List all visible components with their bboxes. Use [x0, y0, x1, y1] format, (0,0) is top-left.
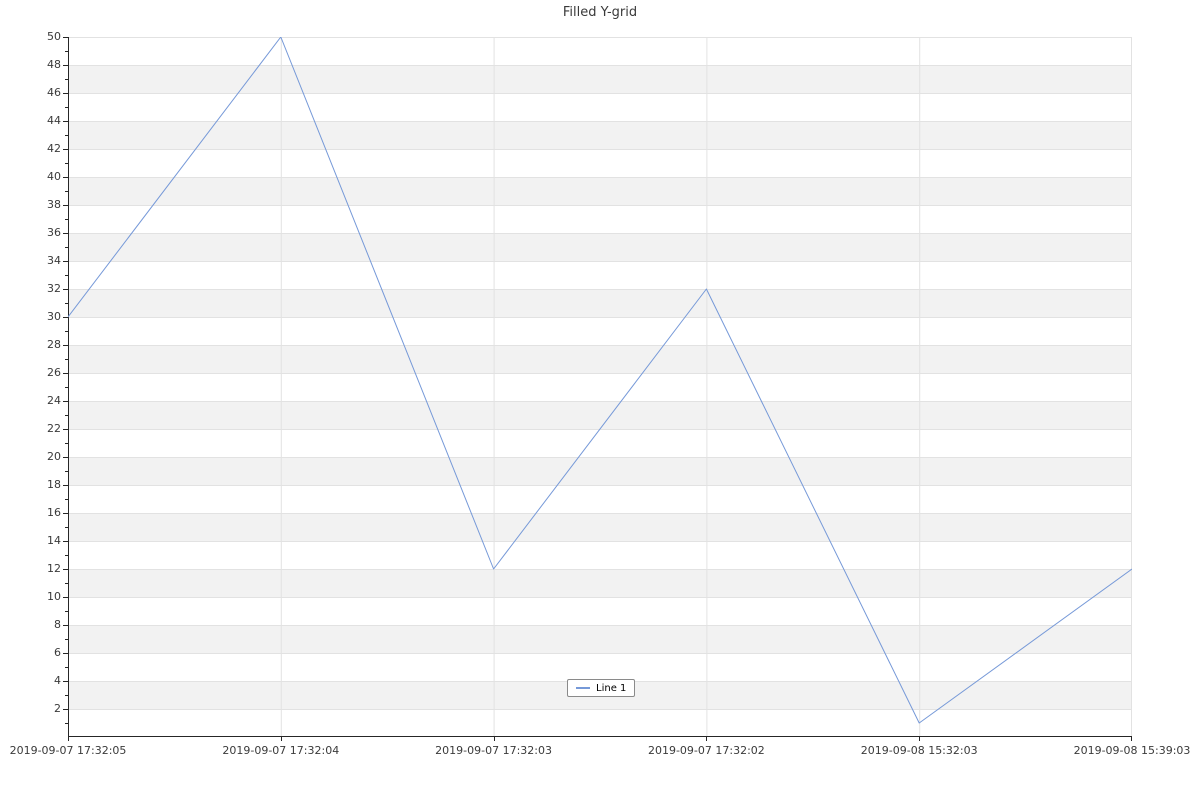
y-minor-tick-mark: [65, 499, 68, 500]
y-tick-mark: [63, 569, 68, 570]
y-minor-tick-mark: [65, 723, 68, 724]
x-tick-label: 2019-09-07 17:32:03: [435, 744, 552, 757]
x-tick-label: 2019-09-07 17:32:02: [647, 744, 765, 757]
x-tick-label: 2019-09-08 15:32:03: [860, 744, 978, 757]
y-minor-tick-mark: [65, 611, 68, 612]
y-minor-tick-mark: [65, 163, 68, 164]
y-tick-mark: [63, 177, 68, 178]
y-tick-mark: [63, 205, 68, 206]
y-tick-mark: [63, 65, 68, 66]
y-tick-label: 10: [47, 590, 61, 603]
y-minor-tick-mark: [65, 583, 68, 584]
y-minor-tick-mark: [65, 51, 68, 52]
y-tick-label: 48: [47, 58, 61, 71]
y-tick-label: 2: [54, 702, 61, 715]
y-tick-mark: [63, 289, 68, 290]
y-tick-label: 8: [54, 618, 61, 631]
y-tick-label: 28: [47, 338, 61, 351]
y-tick-mark: [63, 597, 68, 598]
y-tick-mark: [63, 373, 68, 374]
x-tick-mark: [280, 737, 282, 741]
y-minor-tick-mark: [65, 527, 68, 528]
y-minor-tick-mark: [65, 275, 68, 276]
y-minor-tick-mark: [65, 695, 68, 696]
y-tick-label: 6: [54, 646, 61, 659]
y-tick-label: 42: [47, 142, 61, 155]
y-tick-label: 20: [47, 450, 61, 463]
y-tick-label: 50: [47, 30, 61, 43]
y-tick-mark: [63, 513, 68, 514]
y-minor-tick-mark: [65, 79, 68, 80]
y-minor-tick-mark: [65, 135, 68, 136]
y-minor-tick-mark: [65, 247, 68, 248]
y-minor-tick-mark: [65, 387, 68, 388]
y-tick-mark: [63, 541, 68, 542]
y-tick-label: 46: [47, 86, 61, 99]
y-tick-mark: [63, 429, 68, 430]
y-tick-mark: [63, 709, 68, 710]
x-tick-mark: [1131, 737, 1132, 741]
x-tick-mark: [919, 737, 921, 741]
x-tick-mark: [493, 737, 495, 741]
y-minor-tick-mark: [65, 471, 68, 472]
x-tick-mark: [706, 737, 708, 741]
y-tick-mark: [63, 653, 68, 654]
y-tick-mark: [63, 93, 68, 94]
y-minor-tick-mark: [65, 331, 68, 332]
y-tick-mark: [63, 261, 68, 262]
y-tick-label: 34: [47, 254, 61, 267]
y-tick-mark: [63, 121, 68, 122]
y-tick-label: 16: [47, 506, 61, 519]
y-tick-mark: [63, 233, 68, 234]
y-tick-mark: [63, 485, 68, 486]
y-tick-mark: [63, 345, 68, 346]
y-minor-tick-mark: [65, 667, 68, 668]
legend-label: Line 1: [596, 682, 627, 694]
y-tick-mark: [63, 149, 68, 150]
y-minor-tick-mark: [65, 555, 68, 556]
y-tick-label: 30: [47, 310, 61, 323]
y-tick-label: 32: [47, 282, 61, 295]
y-tick-mark: [63, 681, 68, 682]
series-line: [68, 37, 1132, 724]
y-tick-label: 40: [47, 170, 61, 183]
y-tick-mark: [63, 401, 68, 402]
x-tick-label: 2019-09-08 15:39:03: [1073, 744, 1191, 757]
y-tick-label: 38: [47, 198, 61, 211]
y-tick-mark: [63, 625, 68, 626]
y-tick-label: 4: [54, 674, 61, 687]
y-minor-tick-mark: [65, 359, 68, 360]
y-minor-tick-mark: [65, 639, 68, 640]
y-tick-mark: [63, 37, 68, 38]
x-tick-label: 2019-09-07 17:32:05: [9, 744, 127, 757]
x-tick-mark: [68, 737, 69, 741]
y-minor-tick-mark: [65, 219, 68, 220]
y-tick-label: 26: [47, 366, 61, 379]
legend-line-marker: [576, 687, 590, 689]
y-tick-mark: [63, 317, 68, 318]
y-minor-tick-mark: [65, 443, 68, 444]
y-tick-label: 14: [47, 534, 61, 547]
y-tick-label: 18: [47, 478, 61, 491]
y-tick-label: 12: [47, 562, 61, 575]
y-tick-mark: [63, 457, 68, 458]
y-tick-label: 22: [47, 422, 61, 435]
plot-canvas: [68, 37, 1132, 737]
legend: Line 1: [567, 679, 636, 697]
y-tick-label: 24: [47, 394, 61, 407]
y-minor-tick-mark: [65, 303, 68, 304]
y-minor-tick-mark: [65, 415, 68, 416]
y-tick-label: 44: [47, 114, 61, 127]
chart-title: Filled Y-grid: [562, 5, 638, 20]
y-tick-label: 36: [47, 226, 61, 239]
y-minor-tick-mark: [65, 191, 68, 192]
plot-area: [68, 37, 1132, 737]
y-minor-tick-mark: [65, 107, 68, 108]
x-tick-label: 2019-09-07 17:32:04: [222, 744, 340, 757]
